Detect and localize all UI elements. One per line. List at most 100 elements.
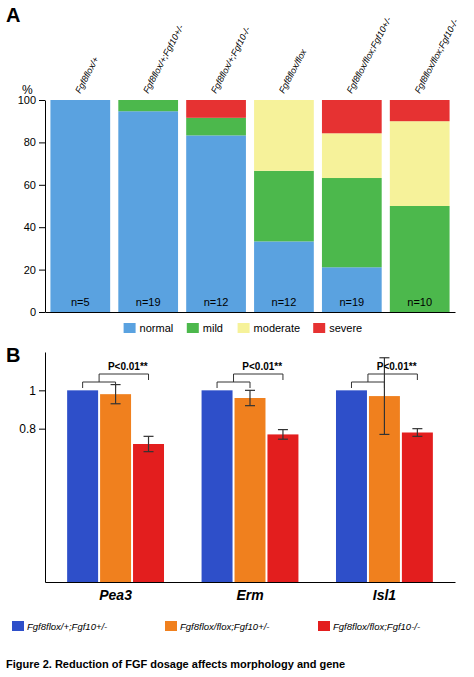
category-label: Fgf8flox/+: [73, 55, 101, 95]
error-cap: [379, 434, 389, 435]
tick: Pea3: [99, 582, 132, 603]
bar-segment: [254, 171, 314, 242]
bar: [267, 434, 298, 582]
legend-item: Fgf8flox/flox;Fgf10+/-: [165, 621, 270, 632]
bar-segment: [186, 118, 246, 136]
error-cap: [412, 436, 422, 437]
legend-swatch: [187, 323, 199, 333]
tick: 40: [24, 221, 45, 233]
category-label: Fgf8flox/+;Fgf10+/-: [141, 23, 186, 95]
error-cap: [245, 390, 255, 391]
bar-segment: [118, 100, 178, 101]
tick-mark: [39, 270, 45, 271]
tick: Erm: [236, 582, 263, 603]
bar: [202, 390, 233, 582]
error-stem: [148, 436, 149, 451]
bar-segment: [390, 100, 450, 121]
error-stem: [282, 430, 283, 440]
y-axis: 020406080100: [18, 94, 46, 318]
tick-label: 0: [30, 306, 36, 318]
tick: 0.8: [19, 422, 45, 436]
legend-label: moderate: [254, 322, 300, 334]
bar: [235, 398, 266, 582]
bar-segment: [254, 100, 314, 171]
legend-item: mild: [187, 322, 223, 334]
legend-swatch: [165, 621, 177, 631]
legend-swatch: [12, 621, 24, 631]
error-bar: [278, 430, 288, 440]
error-stem: [249, 390, 250, 405]
legend-item: severe: [313, 322, 362, 334]
figure: A020406080100%Fgf8flox/+Fgf8flox/+;Fgf10…: [0, 0, 474, 677]
tick: 80: [24, 136, 45, 148]
caption: Figure 2. Reduction of FGF dosage affect…: [6, 658, 345, 670]
tick: 20: [24, 264, 45, 276]
legend-item: Fgf8flox/flox;Fgf10-/-: [318, 621, 420, 632]
error-cap: [111, 403, 121, 404]
significance-bracket: [83, 374, 149, 388]
error-cap: [379, 357, 389, 358]
n-label: n=5: [71, 296, 90, 308]
error-cap: [144, 451, 154, 452]
category-label: Fgf8flox/flox;Fgf10+/-: [345, 15, 394, 95]
tick-label: 20: [24, 264, 36, 276]
annotation: P<0.01**: [377, 361, 417, 372]
legend-swatch: [318, 621, 330, 631]
bar-segment: [322, 133, 382, 178]
tick: 60: [24, 179, 45, 191]
tick-label: 1: [29, 384, 36, 398]
bar-segment: [186, 135, 246, 312]
tick: 1: [29, 384, 45, 398]
bar-segment: [50, 100, 110, 101]
bar: [67, 390, 98, 582]
n-label: n=12: [272, 296, 297, 308]
tick-label: 0.8: [19, 422, 36, 436]
bar: [133, 444, 164, 582]
bar: [100, 394, 131, 582]
category-label: Fgf8flox/+;Fgf10-/-: [209, 25, 252, 95]
category-label: Fgf8flox/flox: [277, 47, 309, 95]
error-bar: [412, 429, 422, 437]
annotation: P<0.01**: [242, 361, 282, 372]
tick-mark: [39, 185, 45, 186]
bar-segment: [390, 121, 450, 206]
panel-label: A: [6, 4, 20, 26]
bars: [50, 100, 449, 312]
bar-segment: [254, 241, 314, 312]
bar-segment: [186, 100, 246, 118]
tick-label: Pea3: [99, 587, 132, 603]
tick-mark: [39, 142, 45, 143]
legend-item: Fgf8flox/+;Fgf10+/-: [12, 621, 107, 632]
y-axis: 0.81: [19, 353, 45, 583]
bar: [402, 433, 433, 583]
significance-bracket: [351, 374, 417, 388]
error-cap: [278, 429, 288, 430]
error-cap: [144, 436, 154, 437]
legend-label: Fgf8flox/+;Fgf10+/-: [27, 621, 107, 632]
tick-label: 80: [24, 136, 36, 148]
tick-label: Isl1: [373, 587, 397, 603]
category-label: Fgf8flox/flox;Fgf10-/-: [413, 17, 461, 95]
tick-mark: [39, 100, 45, 101]
tick-label: Erm: [236, 587, 263, 603]
legend-label: Fgf8flox/flox;Fgf10+/-: [180, 621, 270, 632]
error-bar: [245, 390, 255, 405]
axis-line: [45, 353, 46, 583]
n-label: n=10: [407, 296, 432, 308]
bar: [336, 390, 367, 582]
bar-segment: [254, 100, 314, 101]
legend-label: severe: [329, 322, 362, 334]
axis-line: [46, 312, 456, 313]
legend-label: normal: [140, 322, 174, 334]
tick: 0: [30, 306, 45, 318]
x-axis: Pea3 Erm Isl1: [46, 582, 456, 603]
bar-segment: [322, 267, 382, 312]
tick-mark: [39, 227, 45, 228]
x-axis: [46, 312, 456, 313]
error-bar: [144, 436, 154, 451]
tick-mark: [39, 429, 45, 430]
legend-swatch: [124, 323, 136, 333]
tick-label: 40: [24, 221, 36, 233]
axis-line: [45, 101, 46, 313]
legend: Fgf8flox/+;Fgf10+/- Fgf8flox/flox;Fgf10+/…: [12, 621, 420, 632]
